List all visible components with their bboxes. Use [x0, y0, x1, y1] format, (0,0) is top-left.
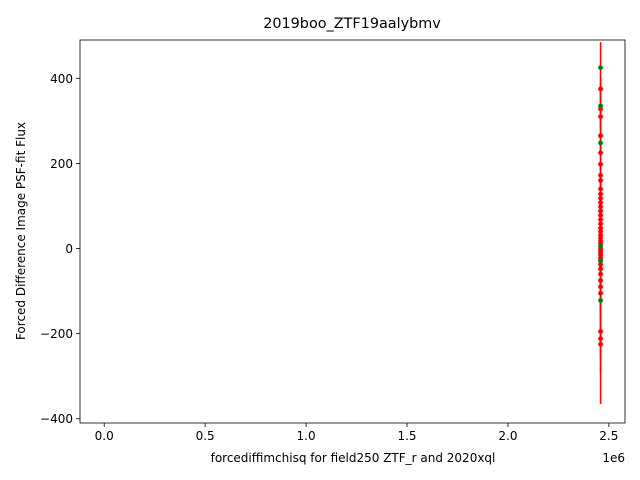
data-point	[598, 195, 603, 201]
data-point	[598, 150, 603, 156]
data-point	[598, 200, 603, 205]
data-point	[598, 140, 603, 146]
plot-area	[598, 42, 603, 404]
data-point	[598, 103, 603, 109]
data-point	[598, 217, 603, 222]
chart-title: 2019boo_ZTF19aalybmv	[263, 16, 441, 32]
y-axis-label: Forced Difference Image PSF-fit Flux	[14, 122, 28, 340]
data-point	[598, 65, 603, 71]
data-point	[598, 243, 603, 249]
data-point	[598, 271, 603, 277]
axes-frame	[79, 39, 626, 424]
x-tick-label: 1.0	[297, 429, 316, 443]
y-tick-label: 0	[65, 242, 73, 256]
x-axis-label: forcediffimchisq for field250 ZTF_r and …	[211, 451, 496, 465]
x-tick-label: 0.0	[95, 429, 114, 443]
data-point	[598, 262, 603, 268]
data-point	[598, 114, 603, 119]
x-tick-label: 0.5	[196, 429, 215, 443]
y-tick-label: 200	[50, 157, 73, 171]
x-axis-offset-label: 1e6	[602, 451, 625, 465]
x-tick-label: 2.0	[498, 429, 517, 443]
data-point	[598, 298, 603, 303]
data-point	[598, 341, 603, 347]
x-tick-label: 2.5	[599, 429, 618, 443]
data-point	[598, 186, 603, 192]
data-point	[598, 208, 603, 214]
data-point	[598, 178, 603, 183]
data-point	[598, 212, 603, 218]
data-point	[598, 225, 603, 231]
y-axis: −400 −200 0 200 400	[40, 72, 80, 426]
data-point	[598, 290, 603, 296]
x-tick-label: 1.5	[397, 429, 416, 443]
data-point	[598, 336, 603, 342]
y-tick-label: −200	[40, 327, 73, 341]
data-point	[598, 172, 603, 178]
data-point	[598, 161, 603, 167]
y-tick-label: −400	[40, 412, 73, 426]
y-tick-label: 400	[50, 72, 73, 86]
data-point	[598, 278, 603, 283]
data-point	[598, 284, 603, 290]
x-axis: 0.0 0.5 1.0 1.5 2.0 2.5	[95, 423, 618, 443]
data-point	[598, 86, 603, 92]
data-point	[598, 229, 603, 234]
data-point	[598, 221, 603, 227]
data-point	[598, 258, 603, 263]
data-point	[598, 329, 603, 334]
data-point	[598, 266, 603, 272]
data-point	[598, 191, 603, 197]
data-point	[598, 133, 603, 139]
data-point	[598, 204, 603, 210]
